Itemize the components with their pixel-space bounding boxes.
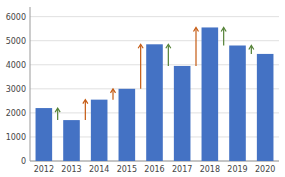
grid (30, 17, 279, 161)
bar (146, 44, 163, 161)
arrow-shaft (251, 47, 252, 54)
arrow (166, 44, 171, 66)
bar (63, 120, 80, 161)
y-tick-label: 6000 (6, 13, 26, 22)
x-tick-label: 2019 (227, 165, 247, 174)
bar (91, 100, 108, 161)
arrow-head (138, 44, 143, 48)
x-tick-label: 2013 (61, 165, 81, 174)
x-tick-label: 2020 (255, 165, 275, 174)
arrow-shaft (57, 109, 58, 120)
arrow (138, 44, 143, 89)
x-tick-label: 2014 (89, 165, 109, 174)
x-tick-label: 2016 (144, 165, 164, 174)
plot-area (36, 27, 274, 161)
arrow (83, 100, 88, 120)
arrow-head (166, 44, 171, 48)
arrow-shaft (195, 28, 196, 66)
y-tick-label: 3000 (6, 85, 26, 94)
bar (119, 89, 136, 161)
arrow (194, 27, 199, 66)
chart-svg: 0100020003000400050006000201220132014201… (0, 0, 285, 177)
y-tick-labels: 0 1000 2000 3000 4000 5000 6000 (6, 13, 26, 166)
arrow-head (249, 46, 254, 50)
grid-line (30, 16, 279, 17)
arrow (221, 27, 226, 45)
y-tick-label: 0 (21, 157, 26, 166)
bar (174, 66, 191, 161)
arrow-head (55, 108, 60, 112)
arrow-shaft (85, 101, 86, 120)
arrow-head (83, 100, 88, 104)
arrow-head (111, 89, 116, 93)
arrow-shaft (168, 45, 169, 66)
x-tick-label: 2018 (200, 165, 220, 174)
y-tick-label: 5000 (6, 37, 26, 46)
arrow (55, 108, 60, 120)
arrow (111, 89, 116, 100)
y-tick-label: 1000 (6, 133, 26, 142)
arrow-shaft (140, 45, 141, 89)
bar (202, 27, 219, 161)
arrow (249, 46, 254, 54)
bar (257, 54, 274, 161)
x-tick-label: 2015 (117, 165, 137, 174)
arrow-shaft (223, 28, 224, 45)
arrow-head (221, 27, 226, 31)
arrow-head (194, 27, 199, 31)
bar (229, 46, 246, 162)
arrow-shaft (112, 90, 113, 100)
chart-container: 0100020003000400050006000201220132014201… (0, 0, 285, 177)
x-tick-label: 2012 (34, 165, 54, 174)
grid-line (30, 40, 279, 41)
x-tick-label: 2017 (172, 165, 192, 174)
y-axis-line (30, 7, 31, 161)
y-tick-label: 4000 (6, 61, 26, 70)
y-tick-label: 2000 (6, 109, 26, 118)
bar (36, 108, 53, 161)
x-tick-labels: 2012 2013 2014 2015 2016 2017 2018 2019 2020 (34, 165, 276, 174)
